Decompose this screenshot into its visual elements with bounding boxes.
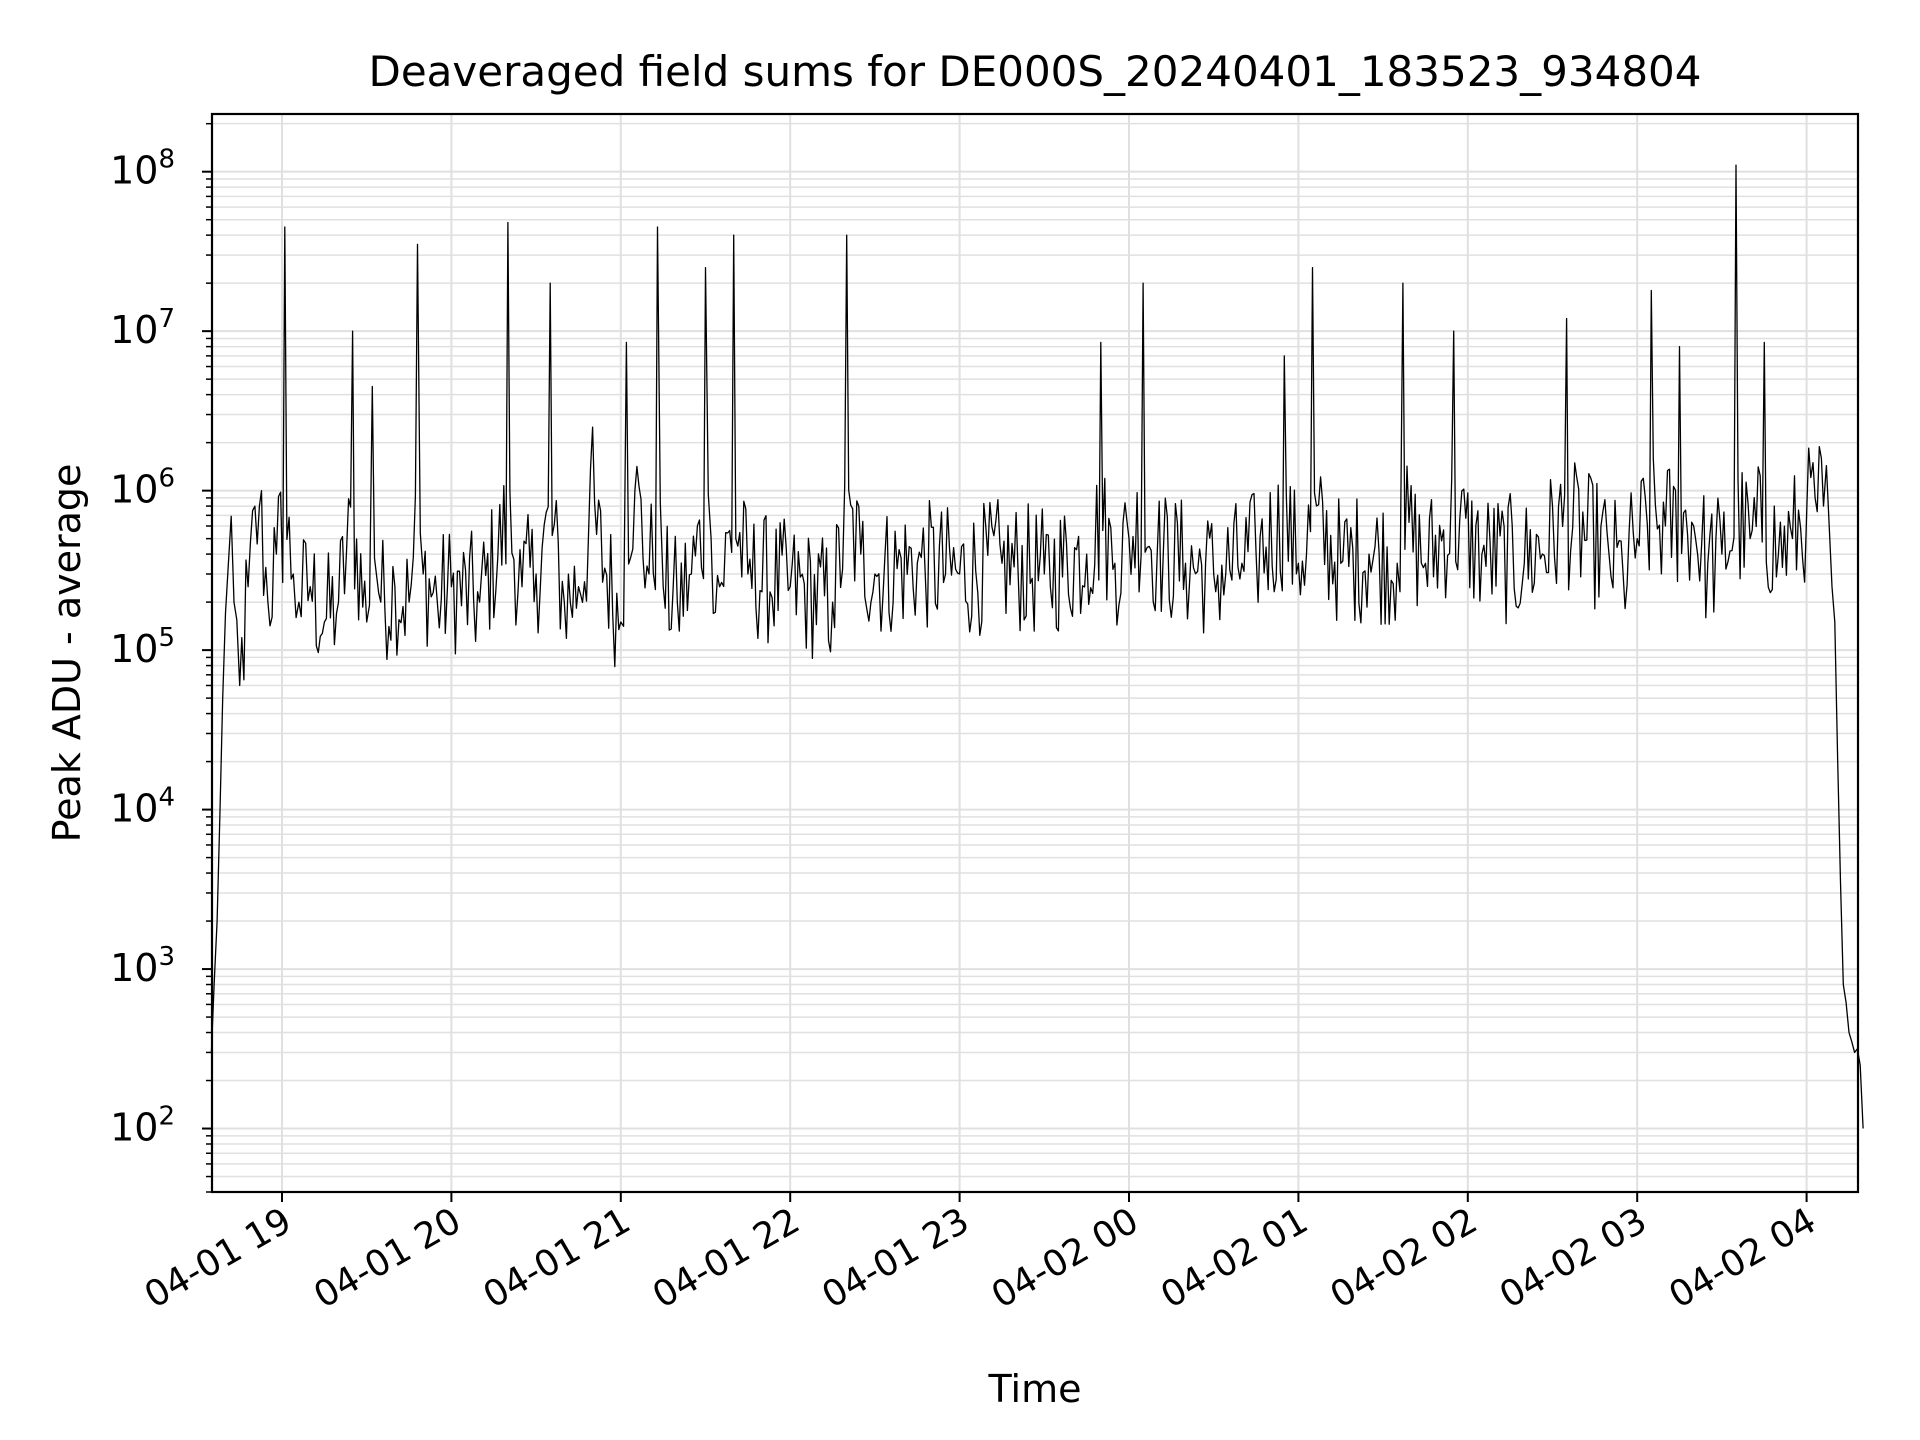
x-axis: 04-01 19 04-01 20 04-01 21 04-01 22 04-01 23… (138, 1192, 1823, 1317)
x-tick-label: 04-02 04 (1662, 1200, 1823, 1316)
x-tick-label: 04-01 21 (477, 1200, 638, 1316)
x-tick-label: 04-02 00 (985, 1200, 1146, 1316)
x-tick-label: 04-01 22 (646, 1200, 807, 1316)
x-axis-label: Time (988, 1367, 1082, 1411)
chart-title: Deaveraged field sums for DE000S_2024040… (369, 47, 1702, 96)
x-tick-label: 04-01 23 (815, 1200, 976, 1316)
x-tick-label: 04-01 20 (307, 1200, 468, 1316)
y-tick-label: 102 (110, 1102, 175, 1150)
y-axis-label: Peak ADU - average (45, 464, 89, 843)
y-tick-label: 106 (110, 464, 175, 512)
y-tick-label: 107 (110, 304, 175, 352)
y-tick-label: 108 (110, 145, 175, 193)
y-tick-label: 103 (110, 942, 175, 990)
plot-frame (210, 112, 1860, 1194)
x-tick-label: 04-02 03 (1493, 1200, 1654, 1316)
y-axis: 102 103 104 105 106 107 108 (110, 122, 212, 1193)
y-tick-label: 104 (110, 783, 175, 831)
x-tick-label: 04-02 01 (1154, 1200, 1315, 1316)
x-tick-label: 04-01 19 (138, 1200, 299, 1316)
grid (212, 114, 1858, 1193)
y-tick-label: 105 (110, 623, 175, 671)
data-layer (210, 164, 1864, 1129)
x-tick-label: 04-02 02 (1324, 1200, 1485, 1316)
series-line (210, 164, 1864, 1129)
